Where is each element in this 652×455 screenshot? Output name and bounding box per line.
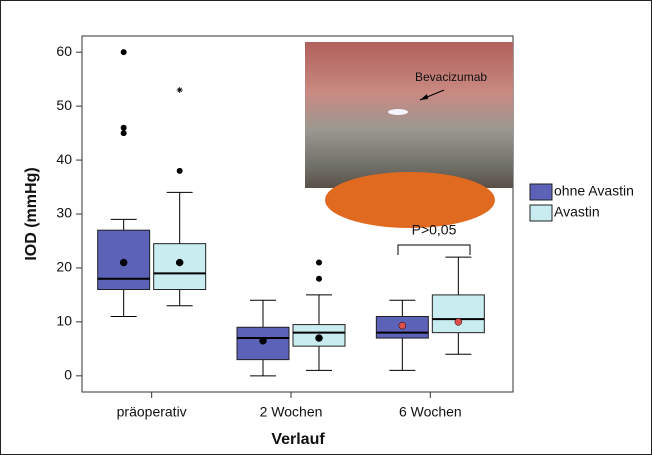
y-tick-label: 20 <box>56 259 72 275</box>
outlier <box>121 49 127 55</box>
inset-image: Bevacizumab <box>305 42 513 228</box>
mean <box>455 318 462 325</box>
y-axis-title: IOD (mmHg) <box>23 167 40 260</box>
annotation: P>0,05 <box>412 222 457 238</box>
outlier <box>316 260 322 266</box>
x-tick-label: 6 Wochen <box>399 404 462 420</box>
inset-photo <box>305 42 513 188</box>
x-tick-label: 2 Wochen <box>260 404 323 420</box>
inset-glint <box>388 109 408 115</box>
mean <box>260 337 267 344</box>
outlier <box>121 130 127 136</box>
legend-swatch <box>530 184 552 200</box>
outlier <box>177 168 183 174</box>
legend-swatch <box>530 205 552 221</box>
outlier <box>316 276 322 282</box>
y-tick-label: 50 <box>56 97 72 113</box>
legend-label: Avastin <box>554 204 600 220</box>
y-tick-label: 10 <box>56 313 72 329</box>
mean <box>176 259 183 266</box>
x-tick-label: präoperativ <box>117 404 187 420</box>
inset-label: Bevacizumab <box>415 70 487 84</box>
box <box>154 244 206 290</box>
box <box>432 295 484 333</box>
mean <box>399 322 406 329</box>
legend-label: ohne Avastin <box>554 183 634 199</box>
y-tick-label: 30 <box>56 205 72 221</box>
y-tick-label: 40 <box>56 151 72 167</box>
inset-arc <box>325 172 495 228</box>
outlier <box>121 125 127 131</box>
mean <box>120 259 127 266</box>
chart: Bevacizumab IOD (mmHg) Verlauf P>0,05 0 1… <box>0 0 652 455</box>
x-axis-title: Verlauf <box>271 431 325 448</box>
y-tick-label: 0 <box>64 367 72 383</box>
y-tick-label: 60 <box>56 43 72 59</box>
mean <box>316 335 323 342</box>
